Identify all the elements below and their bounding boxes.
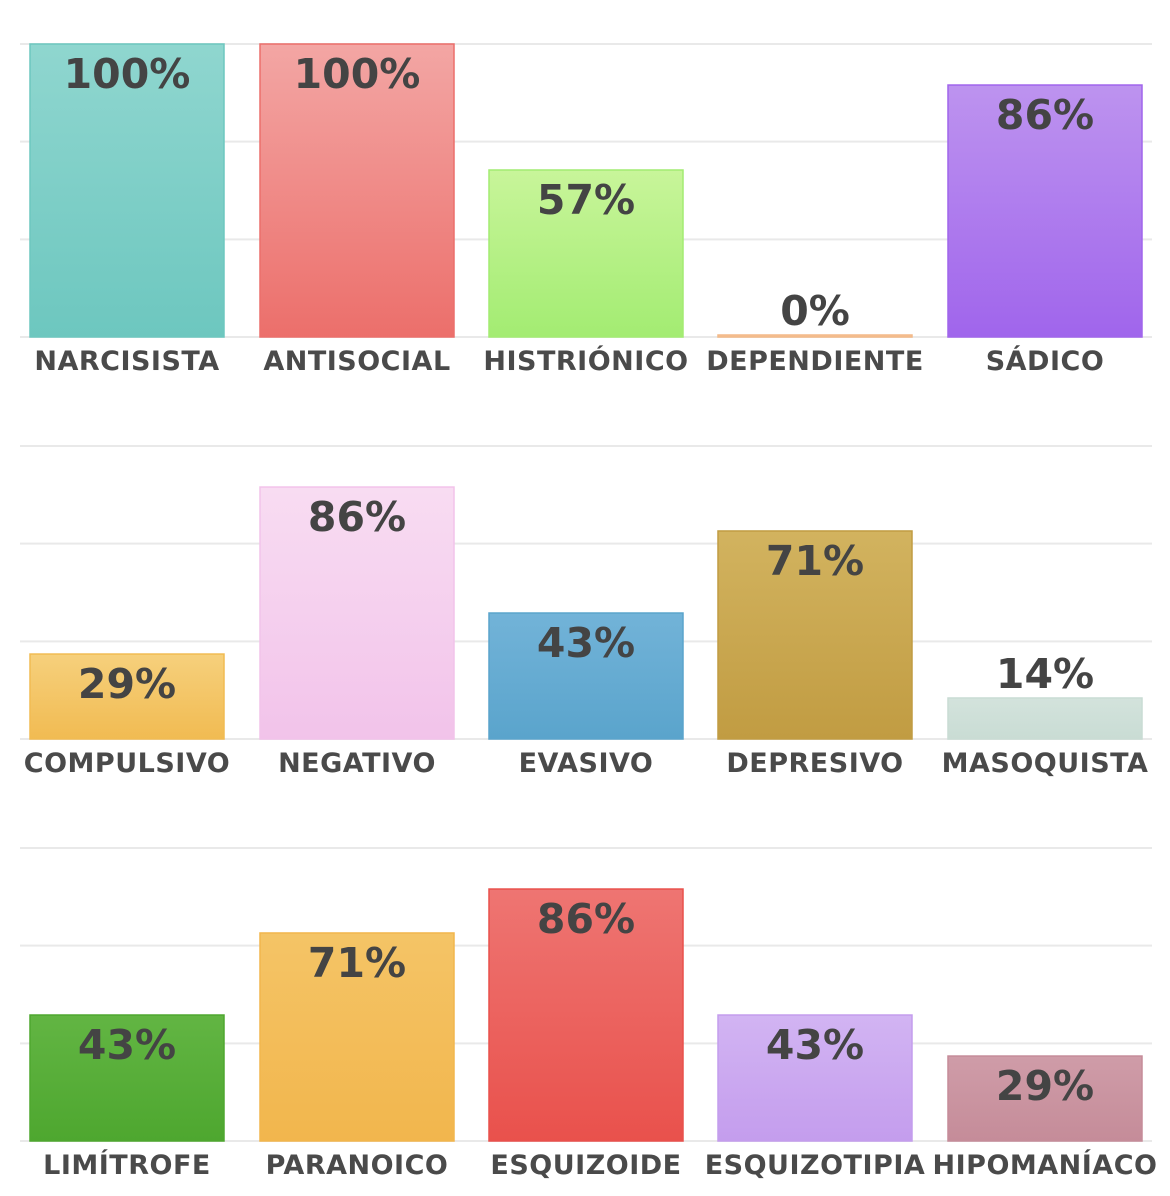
bar-histrionico[interactable] <box>488 169 684 338</box>
chart-panel-3: 43% LIMÍTROFE 71% PARANOICO 86% ESQUIZOIDE 43%… <box>0 804 1170 1196</box>
category-label: NEGATIVO <box>278 748 436 779</box>
data-label: 86% <box>996 91 1094 139</box>
chart-panel-1: 100% NARCISISTA 100% ANTISOCIAL 57% HISTRIÓNI… <box>0 0 1170 400</box>
category-label: DEPRESIVO <box>726 748 903 779</box>
bar-antisocial[interactable] <box>259 43 455 338</box>
category-label: HIPOMANÍACO <box>933 1149 1158 1181</box>
data-label: 100% <box>64 50 191 98</box>
category-label: LIMÍTROFE <box>43 1149 211 1181</box>
bar-chart-1: 100% NARCISISTA 100% ANTISOCIAL 57% HISTRIÓNI… <box>20 43 1152 377</box>
category-label: COMPULSIVO <box>24 748 230 779</box>
bar-chart-3: 43% LIMÍTROFE 71% PARANOICO 86% ESQUIZOIDE 43%… <box>20 847 1158 1181</box>
category-label: SÁDICO <box>986 345 1105 377</box>
bar-compulsivo[interactable] <box>29 653 225 740</box>
category-label: ANTISOCIAL <box>263 346 450 377</box>
data-label: 57% <box>537 176 635 224</box>
data-label: 100% <box>294 50 421 98</box>
category-label: DEPENDIENTE <box>706 346 924 377</box>
data-label: 43% <box>766 1021 864 1069</box>
data-label: 43% <box>78 1021 176 1069</box>
bar-hipomaniaco[interactable] <box>947 1055 1143 1142</box>
data-label: 14% <box>996 650 1094 698</box>
bar-narcisista[interactable] <box>29 43 225 338</box>
data-label: 29% <box>78 660 176 708</box>
chart-panel-2: 29% COMPULSIVO 86% NEGATIVO 43% EVASIVO 71% DEP… <box>0 402 1170 802</box>
bar-chart-2: 29% COMPULSIVO 86% NEGATIVO 43% EVASIVO 71% DEP… <box>20 445 1152 779</box>
bar-esquizoide[interactable] <box>488 888 684 1142</box>
category-label: MASOQUISTA <box>942 748 1149 779</box>
data-label: 29% <box>996 1062 1094 1110</box>
data-label: 71% <box>766 537 864 585</box>
bar-evasivo[interactable] <box>488 612 684 740</box>
data-label: 0% <box>780 287 850 335</box>
bar-limitrofe[interactable] <box>29 1014 225 1142</box>
data-label: 43% <box>537 619 635 667</box>
bar-paranoico[interactable] <box>259 932 455 1142</box>
bar-negativo[interactable] <box>259 486 455 740</box>
data-label: 86% <box>308 493 406 541</box>
category-label: ESQUIZOIDE <box>490 1150 681 1181</box>
bar-sadico[interactable] <box>947 84 1143 338</box>
category-label: ESQUIZOTIPIA <box>705 1150 926 1181</box>
category-label: NARCISISTA <box>34 346 219 377</box>
category-label: EVASIVO <box>519 748 654 779</box>
category-label: HISTRIÓNICO <box>483 345 688 377</box>
bar-depresivo[interactable] <box>717 530 913 740</box>
bar-masoquista[interactable] <box>947 697 1143 740</box>
bar-dependiente[interactable] <box>717 334 913 338</box>
data-label: 71% <box>308 939 406 987</box>
bar-esquizotipia[interactable] <box>717 1014 913 1142</box>
data-label: 86% <box>537 895 635 943</box>
category-label: PARANOICO <box>266 1150 449 1181</box>
